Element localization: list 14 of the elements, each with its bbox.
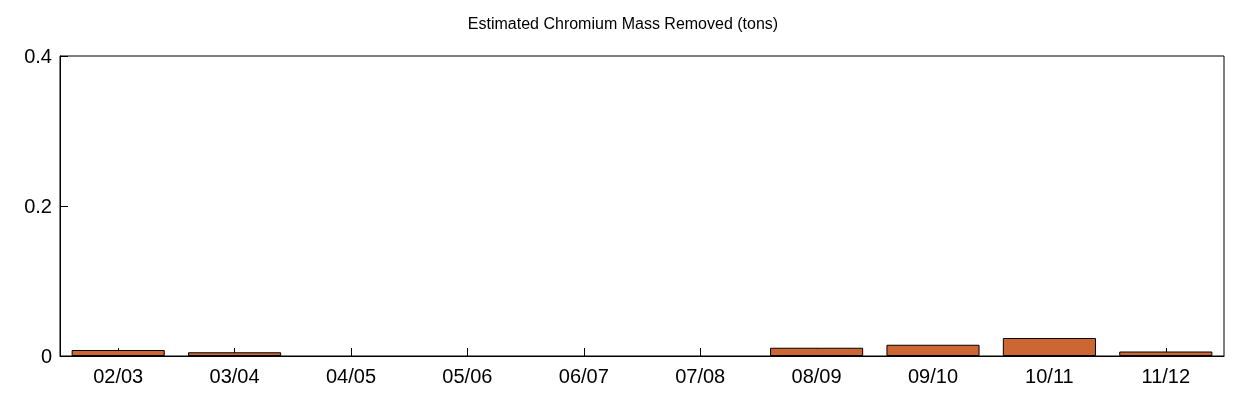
y-tick-label: 0.4 — [24, 45, 52, 67]
x-tick-label: 03/04 — [209, 365, 260, 387]
x-tick-label: 08/09 — [791, 365, 842, 387]
x-tick-label: 07/08 — [675, 365, 726, 387]
x-tick-label: 05/06 — [442, 365, 493, 387]
chart-title: Estimated Chromium Mass Removed (tons) — [467, 14, 779, 32]
y-tick-label: 0.2 — [24, 195, 52, 217]
x-tick-label: 09/10 — [907, 365, 959, 387]
x-tick-label: 04/05 — [325, 365, 377, 387]
x-tick-label: 02/03 — [93, 365, 144, 387]
x-tick-label: 10/11 — [1025, 365, 1074, 387]
x-tick-label: 11/12 — [1141, 365, 1191, 387]
y-tick-label: 0 — [40, 345, 52, 367]
x-tick-label: 06/07 — [558, 365, 609, 387]
